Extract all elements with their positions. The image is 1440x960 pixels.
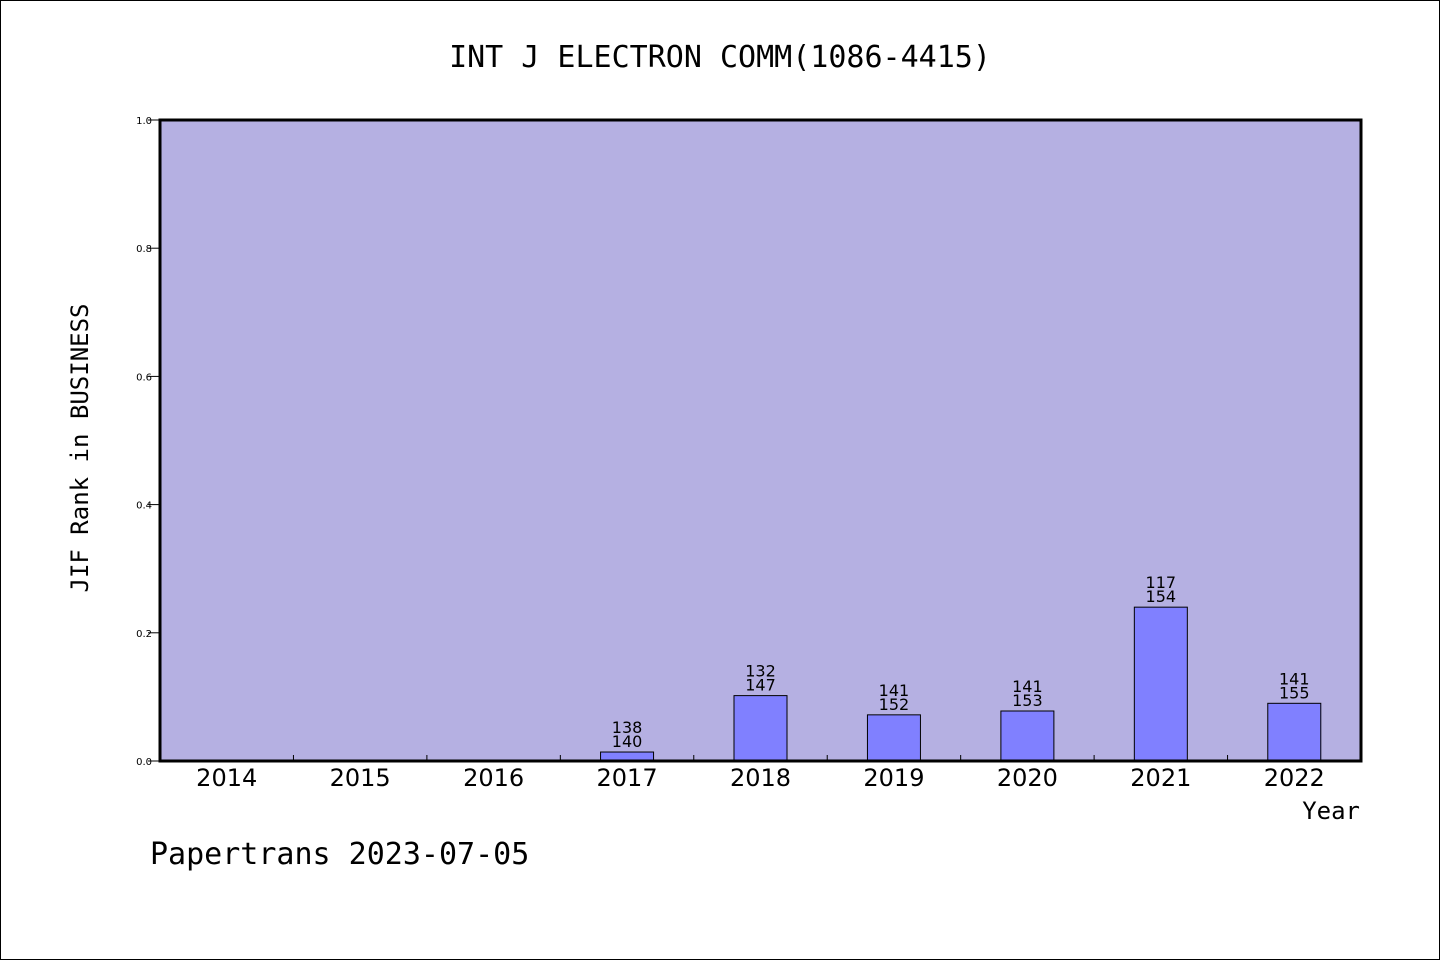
y-tick-label: 0.4 xyxy=(136,501,152,512)
bar-label-bottom: 152 xyxy=(879,695,910,714)
bars-layer xyxy=(600,606,1322,762)
x-axis-label: Year xyxy=(1302,797,1360,825)
y-axis-label: JIF Rank in BUSINESS xyxy=(66,304,94,593)
bar-2019 xyxy=(866,714,921,762)
bar-2022 xyxy=(1267,702,1322,762)
bar-label-bottom: 155 xyxy=(1279,683,1310,702)
y-tick-label: 0.6 xyxy=(136,372,152,383)
bar-label-top: 132 xyxy=(745,662,776,681)
x-tick-label: 2019 xyxy=(863,764,924,792)
bar-2020 xyxy=(1000,710,1055,762)
chart-title: INT J ELECTRON COMM(1086-4415) xyxy=(449,40,991,75)
x-tick-label: 2017 xyxy=(597,764,658,792)
x-tick-label: 2016 xyxy=(463,764,524,792)
y-tick-label: 1.0 xyxy=(136,116,152,127)
bar-label-top: 141 xyxy=(1012,677,1043,696)
bar-2021 xyxy=(1133,606,1188,762)
plot-border xyxy=(158,118,1363,763)
footer-text: Papertrans 2023-07-05 xyxy=(150,837,529,872)
bar-label-top: 117 xyxy=(1146,573,1177,592)
bar-label-bottom: 154 xyxy=(1146,587,1177,606)
bar-label-top: 141 xyxy=(879,681,910,700)
y-tick-label: 0.0 xyxy=(136,757,152,768)
bar-label-bottom: 140 xyxy=(612,732,643,751)
x-tick-label: 2022 xyxy=(1264,764,1325,792)
x-tick-label: 2020 xyxy=(997,764,1058,792)
bar-2018 xyxy=(733,695,788,762)
ticks-layer: 0.0 0.2 0.4 0.6 0.8 1.0 2014 2015 2016 2017 2018 20… xyxy=(136,116,1325,792)
x-tick-label: 2018 xyxy=(730,764,791,792)
x-tick-label: 2021 xyxy=(1130,764,1191,792)
y-tick-label: 0.8 xyxy=(136,244,152,255)
bar-label-bottom: 153 xyxy=(1012,691,1043,710)
bar-label-top: 141 xyxy=(1279,669,1310,688)
bar-label-bottom: 147 xyxy=(745,676,776,695)
bar-label-top: 138 xyxy=(612,718,643,737)
y-tick-label: 0.2 xyxy=(136,629,152,640)
x-tick-label: 2014 xyxy=(196,764,257,792)
x-tick-label: 2015 xyxy=(330,764,391,792)
